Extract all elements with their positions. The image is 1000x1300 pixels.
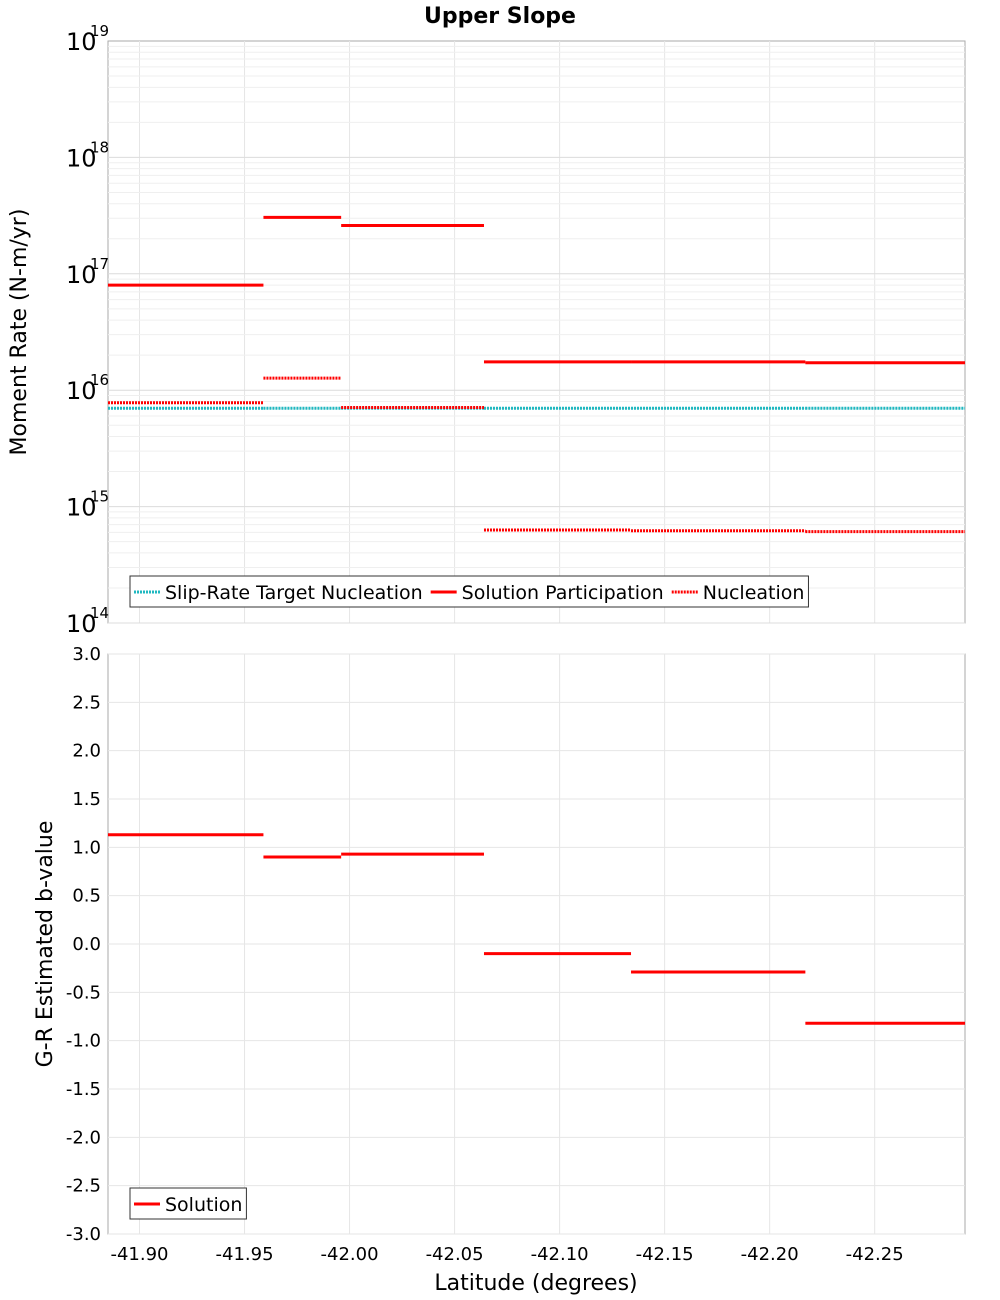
- series-nucleation: [108, 376, 965, 534]
- b-value-series: [108, 833, 965, 1025]
- legend-item: Slip-Rate Target Nucleation: [134, 582, 423, 604]
- y-tick-base: 10: [66, 377, 97, 405]
- legend-item: Nucleation: [671, 582, 805, 604]
- series-solution-participation: [108, 215, 965, 365]
- x-tick-label: -41.95: [216, 1244, 274, 1265]
- y-tick-base: 10: [66, 261, 97, 289]
- y-tick-label: 1.0: [72, 837, 101, 858]
- y-tick-label: 0.5: [72, 886, 101, 907]
- y-tick-label: 0.0: [72, 934, 101, 955]
- y-tick-label: -1.0: [66, 1031, 101, 1052]
- y-tick-label: 2.5: [72, 692, 101, 713]
- y-tick-label: 1.5: [72, 789, 101, 810]
- y-tick-exponent: 18: [90, 138, 109, 156]
- x-axis-label: Latitude (degrees): [434, 1271, 637, 1296]
- y-tick-label: 2.0: [72, 741, 101, 762]
- x-tick-label: -42.25: [846, 1244, 904, 1265]
- x-tick-label: -42.20: [741, 1244, 799, 1265]
- y-tick-label: -3.0: [66, 1224, 101, 1245]
- series-solution: [108, 833, 965, 1025]
- y-tick-base: 10: [66, 144, 97, 172]
- legend-item: Solution: [134, 1194, 242, 1216]
- legend-label: Solution Participation: [462, 582, 664, 604]
- b-value-panel: -3.0 -2.5 -2.0 -1.5 -1.0 -0.5 0.0 0.5 1.0 1.5 2.0 2…: [33, 644, 966, 1245]
- y-tick-label: -1.5: [66, 1079, 101, 1100]
- legend-label: Nucleation: [703, 582, 805, 604]
- b-value-grid: [108, 653, 965, 1235]
- y-tick-label: -2.5: [66, 1176, 101, 1197]
- moment-rate-series: [108, 215, 965, 534]
- b-value-y-ticks: -3.0 -2.5 -2.0 -1.5 -1.0 -0.5 0.0 0.5 1.0 1.5 2.0 2…: [66, 644, 101, 1245]
- legend-label: Slip-Rate Target Nucleation: [165, 582, 423, 604]
- y-tick-base: 10: [66, 610, 97, 638]
- y-tick-exponent: 17: [90, 255, 109, 273]
- y-tick-label: -0.5: [66, 982, 101, 1003]
- x-tick-label: -42.10: [531, 1244, 589, 1265]
- y-tick-exponent: 19: [90, 22, 109, 40]
- moment-rate-y-axis-label: Moment Rate (N-m/yr): [7, 209, 32, 456]
- x-tick-label: -41.90: [110, 1244, 168, 1265]
- y-tick-label: -2.0: [66, 1127, 101, 1148]
- y-tick-label: 3.0: [72, 644, 101, 665]
- x-tick-label: -42.00: [321, 1244, 379, 1265]
- legend-item: Solution Participation: [430, 582, 664, 604]
- y-tick-exponent: 16: [90, 371, 109, 389]
- x-tick-label: -42.05: [426, 1244, 484, 1265]
- b-value-legend: Solution: [129, 1187, 247, 1220]
- chart-title: Upper Slope: [424, 4, 576, 29]
- y-tick-base: 10: [66, 494, 97, 522]
- legend-label: Solution: [165, 1194, 242, 1216]
- moment-rate-legend: Slip-Rate Target Nucleation Solution Part…: [129, 575, 809, 608]
- b-value-y-axis-label: G-R Estimated b-value: [33, 821, 58, 1068]
- y-tick-exponent: 14: [90, 604, 109, 622]
- y-tick-base: 10: [66, 28, 97, 56]
- x-tick-label: -42.15: [636, 1244, 694, 1265]
- moment-rate-plot-area: [107, 40, 966, 624]
- x-axis-ticks: -41.90 -41.95 -42.00 -42.05 -42.10 -42.15 -42.…: [110, 1244, 903, 1265]
- y-tick-exponent: 15: [90, 488, 109, 506]
- legend-box: [129, 575, 809, 608]
